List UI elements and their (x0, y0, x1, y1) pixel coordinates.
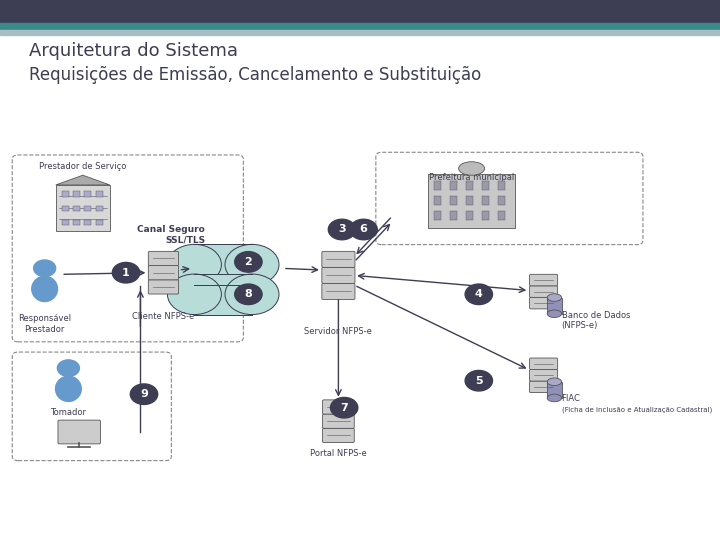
Bar (498, 211, 505, 220)
Circle shape (235, 284, 262, 305)
Text: 6: 6 (360, 225, 367, 234)
Ellipse shape (167, 244, 222, 285)
Text: Cliente NFPS-e: Cliente NFPS-e (132, 312, 194, 321)
Text: (Ficha de inclusão e Atualização Cadastral): (Ficha de inclusão e Atualização Cadastr… (562, 406, 712, 413)
Circle shape (34, 260, 55, 276)
Text: Responsável
Prestador: Responsável Prestador (18, 314, 71, 334)
Text: 4: 4 (475, 289, 482, 299)
Circle shape (328, 219, 356, 240)
Text: Canal Seguro
SSL/TLS: Canal Seguro SSL/TLS (138, 225, 205, 244)
Text: Arquitetura do Sistema: Arquitetura do Sistema (29, 42, 238, 60)
Text: 1: 1 (122, 268, 130, 278)
Ellipse shape (547, 394, 562, 402)
Text: Banco de Dados
(NFPS-e): Banco de Dados (NFPS-e) (562, 310, 630, 330)
Bar (62, 191, 69, 197)
FancyBboxPatch shape (530, 298, 558, 309)
Polygon shape (56, 175, 109, 185)
Ellipse shape (547, 378, 562, 386)
Bar (194, 274, 252, 314)
Bar (84, 220, 91, 226)
FancyBboxPatch shape (323, 428, 354, 443)
Ellipse shape (225, 244, 279, 285)
FancyBboxPatch shape (530, 274, 558, 286)
Bar (482, 181, 489, 190)
Bar (0, 23, 720, 30)
Circle shape (330, 397, 358, 418)
Ellipse shape (547, 310, 562, 318)
Text: 5: 5 (475, 376, 482, 386)
Bar (73, 191, 80, 197)
Bar (434, 211, 441, 220)
Bar (466, 181, 473, 190)
Ellipse shape (225, 274, 279, 314)
FancyBboxPatch shape (58, 420, 101, 444)
FancyBboxPatch shape (148, 280, 179, 294)
Text: Servidor NFPS-e: Servidor NFPS-e (305, 327, 372, 336)
Ellipse shape (459, 161, 485, 175)
Circle shape (130, 384, 158, 404)
Circle shape (58, 360, 79, 376)
Bar (0, 30, 720, 35)
Bar (466, 211, 473, 220)
FancyBboxPatch shape (530, 381, 558, 393)
Text: Prestador de Serviço: Prestador de Serviço (39, 162, 127, 171)
Bar (96, 220, 103, 226)
FancyBboxPatch shape (148, 266, 179, 280)
Bar (434, 196, 441, 205)
Bar (466, 196, 473, 205)
FancyBboxPatch shape (322, 284, 355, 299)
Bar (498, 196, 505, 205)
Bar (590, 3, 720, 32)
Bar (96, 206, 103, 211)
Text: 2: 2 (245, 257, 252, 267)
Bar (0, 0, 720, 23)
Circle shape (235, 252, 262, 272)
FancyBboxPatch shape (530, 286, 558, 298)
Bar (482, 196, 489, 205)
Bar (434, 181, 441, 190)
Text: Prefeitura municipal: Prefeitura municipal (429, 173, 514, 182)
Bar (73, 220, 80, 226)
Ellipse shape (32, 276, 58, 301)
Text: 3: 3 (338, 225, 346, 234)
Bar (450, 211, 457, 220)
Bar (428, 174, 515, 228)
Text: 7: 7 (341, 403, 348, 413)
Bar (62, 220, 69, 226)
Bar (194, 244, 252, 285)
Bar (56, 185, 110, 231)
Bar (450, 196, 457, 205)
FancyBboxPatch shape (323, 400, 354, 414)
FancyBboxPatch shape (323, 414, 354, 428)
Text: FIAC: FIAC (562, 394, 580, 403)
Bar (84, 206, 91, 211)
Circle shape (465, 370, 492, 391)
Circle shape (465, 284, 492, 305)
FancyBboxPatch shape (530, 358, 558, 369)
FancyBboxPatch shape (322, 252, 355, 267)
Circle shape (350, 219, 377, 240)
FancyBboxPatch shape (322, 267, 355, 284)
FancyBboxPatch shape (148, 252, 179, 266)
Bar (498, 181, 505, 190)
Ellipse shape (547, 294, 562, 301)
Text: Requisições de Emissão, Cancelamento e Substituição: Requisições de Emissão, Cancelamento e S… (29, 65, 481, 84)
Bar (450, 181, 457, 190)
Bar (96, 191, 103, 197)
Bar (547, 298, 562, 314)
FancyBboxPatch shape (530, 369, 558, 381)
Ellipse shape (55, 376, 81, 401)
Text: 9: 9 (140, 389, 148, 399)
Circle shape (112, 262, 140, 283)
Bar (547, 382, 562, 398)
Bar (84, 191, 91, 197)
Ellipse shape (167, 274, 222, 314)
Bar (73, 206, 80, 211)
Bar (62, 206, 69, 211)
Text: Portal NFPS-e: Portal NFPS-e (310, 449, 366, 458)
Text: 8: 8 (245, 289, 252, 299)
Bar (482, 211, 489, 220)
Text: Tomador: Tomador (50, 408, 86, 417)
